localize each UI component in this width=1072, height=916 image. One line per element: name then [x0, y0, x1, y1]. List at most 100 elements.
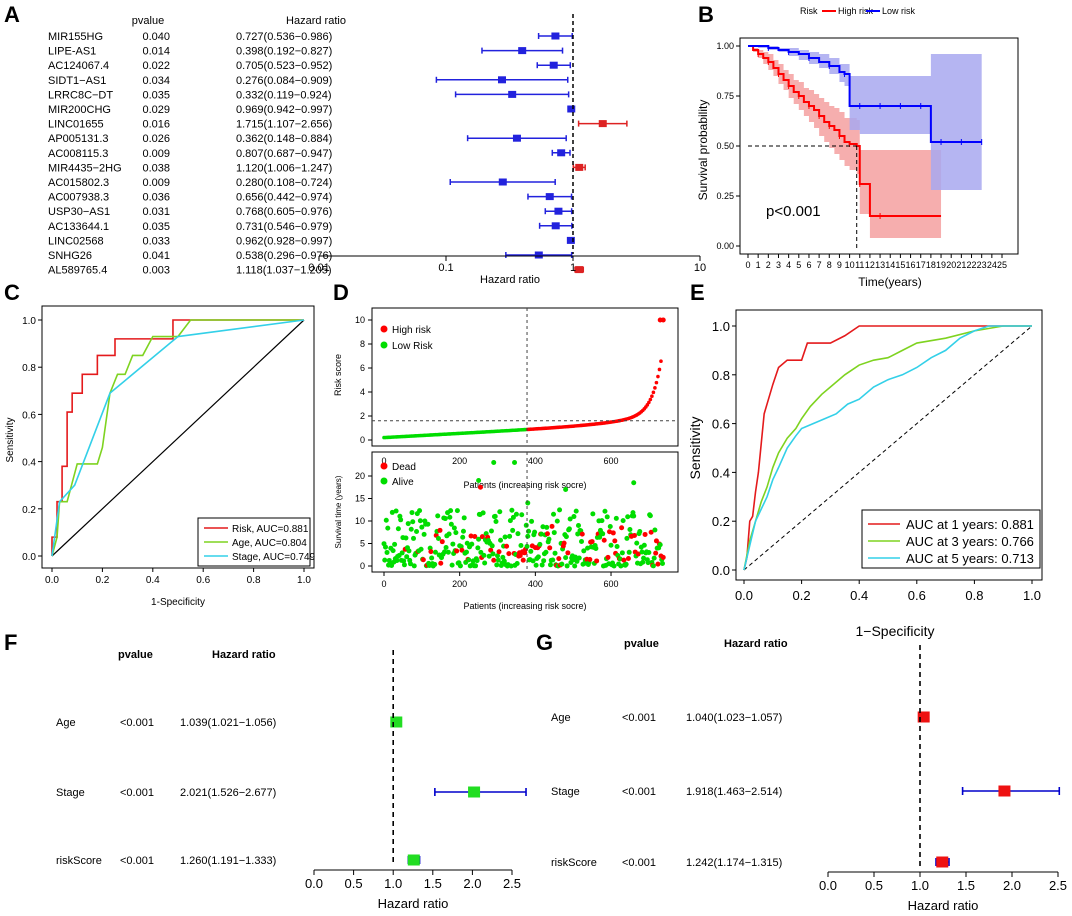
hazard-ratio-point — [468, 786, 481, 798]
gene-label: USP30−AS1 — [48, 206, 110, 218]
confidence-band-low — [748, 46, 982, 190]
alive-patient-point — [401, 558, 407, 564]
pvalue-text: 0.022 — [142, 60, 170, 72]
y-tick-label: 0.00 — [716, 241, 734, 251]
hazard-ratio-text: 0.969(0.942−0.997) — [236, 104, 332, 116]
alive-patient-point — [463, 549, 469, 555]
alive-patient-point — [650, 563, 656, 569]
alive-patient-point — [497, 509, 503, 515]
x-tick-label: 0.5 — [865, 878, 883, 893]
gene-label: LINC02568 — [48, 235, 104, 247]
inner-x-tick-label: 600 — [604, 456, 619, 466]
alive-patient-point — [490, 551, 496, 557]
gene-label: MIR155HG — [48, 31, 103, 43]
dead-patient-point — [517, 553, 523, 559]
hazard-ratio-point — [512, 134, 521, 142]
hazard-ratio-point — [936, 856, 949, 868]
alive-patient-point — [450, 541, 456, 547]
alive-patient-point — [652, 527, 658, 533]
hazard-ratio-point — [534, 251, 543, 259]
alive-patient-point — [571, 514, 577, 520]
legend-dot-low — [380, 341, 388, 349]
alive-patient-point — [445, 549, 451, 555]
alive-patient-point — [619, 550, 625, 556]
inner-x-axis-title: Patients (increasing risk socre) — [463, 480, 586, 490]
x-tick-label: 1.0 — [1023, 588, 1041, 603]
alive-patient-point — [519, 512, 525, 518]
alive-patient-point — [604, 514, 610, 520]
alive-patient-point — [482, 560, 488, 566]
y-tick-label: 0.6 — [22, 410, 36, 421]
dead-patient-point — [648, 529, 654, 535]
alive-patient-point — [641, 542, 647, 548]
gene-label: AC133644.1 — [48, 221, 109, 233]
x-tick-label: 7 — [817, 260, 822, 270]
legend-label: Risk, AUC=0.881 — [232, 524, 309, 535]
dead-patient-point — [605, 554, 611, 560]
x-tick-label: 0.5 — [345, 876, 363, 891]
diagonal-line — [51, 319, 305, 557]
alive-patient-point — [573, 508, 579, 514]
x-tick-label: 8 — [827, 260, 832, 270]
dead-patient-point — [655, 561, 661, 567]
y-tick-label: 0.0 — [712, 563, 730, 578]
alive-patient-point — [551, 530, 557, 536]
y-tick-label: 1.0 — [712, 319, 730, 334]
dead-patient-point — [565, 550, 571, 556]
alive-patient-point — [514, 560, 520, 566]
y-tick-label: 15 — [355, 494, 365, 504]
alive-patient-point — [639, 549, 645, 555]
x-tick-label: 4 — [786, 260, 791, 270]
alive-patient-point — [532, 529, 538, 535]
pvalue-text: <0.001 — [120, 717, 154, 729]
variable-label: Stage — [551, 786, 580, 798]
alive-patient-point — [550, 557, 556, 563]
alive-patient-point — [552, 550, 558, 556]
column-header-pvalue: pvalue — [118, 649, 153, 661]
alive-patient-point — [384, 549, 390, 555]
dead-patient-point — [610, 530, 616, 536]
x-tick-label: 24 — [987, 260, 997, 270]
x-tick-label: 5 — [796, 260, 801, 270]
dead-patient-point — [607, 529, 613, 535]
x-axis-title: Patients (increasing risk socre) — [463, 601, 586, 611]
alive-patient-point — [447, 514, 453, 520]
pvalue-text: 0.029 — [142, 104, 170, 116]
y-tick-label: 0.2 — [712, 514, 730, 529]
x-tick-label: 2.5 — [1049, 878, 1067, 893]
x-tick-label: 15 — [895, 260, 905, 270]
alive-patient-point — [507, 533, 513, 539]
alive-patient-point — [518, 542, 524, 548]
time-roc-curve — [743, 325, 1032, 571]
gene-label: LINC01655 — [48, 119, 104, 131]
panel-label-f: F — [4, 630, 17, 655]
alive-patient-point — [449, 562, 455, 568]
gene-label: AL589765.4 — [48, 265, 107, 277]
alive-patient-point — [474, 558, 480, 564]
alive-patient-point — [448, 521, 454, 527]
dead-patient-point — [621, 557, 627, 563]
roc-curve — [51, 319, 304, 556]
x-tick-label: 3 — [776, 260, 781, 270]
x-tick-label: 2.0 — [463, 876, 481, 891]
y-tick-label: 0 — [360, 435, 365, 445]
alive-patient-point — [404, 554, 410, 560]
alive-patient-point — [489, 543, 495, 549]
pvalue-text: <0.001 — [120, 787, 154, 799]
alive-patient-point — [551, 511, 557, 517]
alive-patient-point — [409, 510, 415, 516]
y-tick-label: 4 — [360, 387, 365, 397]
gene-label: AC124067.4 — [48, 60, 109, 72]
x-axis-title: Hazard ratio — [480, 274, 540, 286]
legend-label: AUC at 5 years: 0.713 — [906, 551, 1034, 566]
alive-patient-point — [451, 525, 457, 531]
alive-patient-point — [515, 531, 521, 537]
dead-patient-point — [631, 532, 637, 538]
column-header-pvalue: pvalue — [132, 15, 164, 27]
y-tick-label: 0.6 — [712, 417, 730, 432]
variable-label: riskScore — [56, 855, 102, 867]
gene-label: LIPE-AS1 — [48, 46, 96, 58]
hazard-ratio-text: 0.727(0.536−0.986) — [236, 31, 332, 43]
alive-patient-point — [608, 542, 614, 548]
